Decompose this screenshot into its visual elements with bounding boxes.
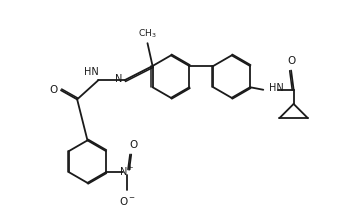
Text: HN: HN: [269, 83, 284, 93]
Text: O$^-$: O$^-$: [119, 194, 136, 207]
Text: O: O: [287, 57, 295, 67]
Text: HN: HN: [84, 67, 99, 77]
Text: O: O: [50, 85, 58, 95]
Text: N$^+$: N$^+$: [119, 165, 135, 178]
Text: CH$_3$: CH$_3$: [138, 27, 157, 40]
Text: O: O: [129, 141, 137, 150]
Text: N: N: [115, 74, 123, 84]
